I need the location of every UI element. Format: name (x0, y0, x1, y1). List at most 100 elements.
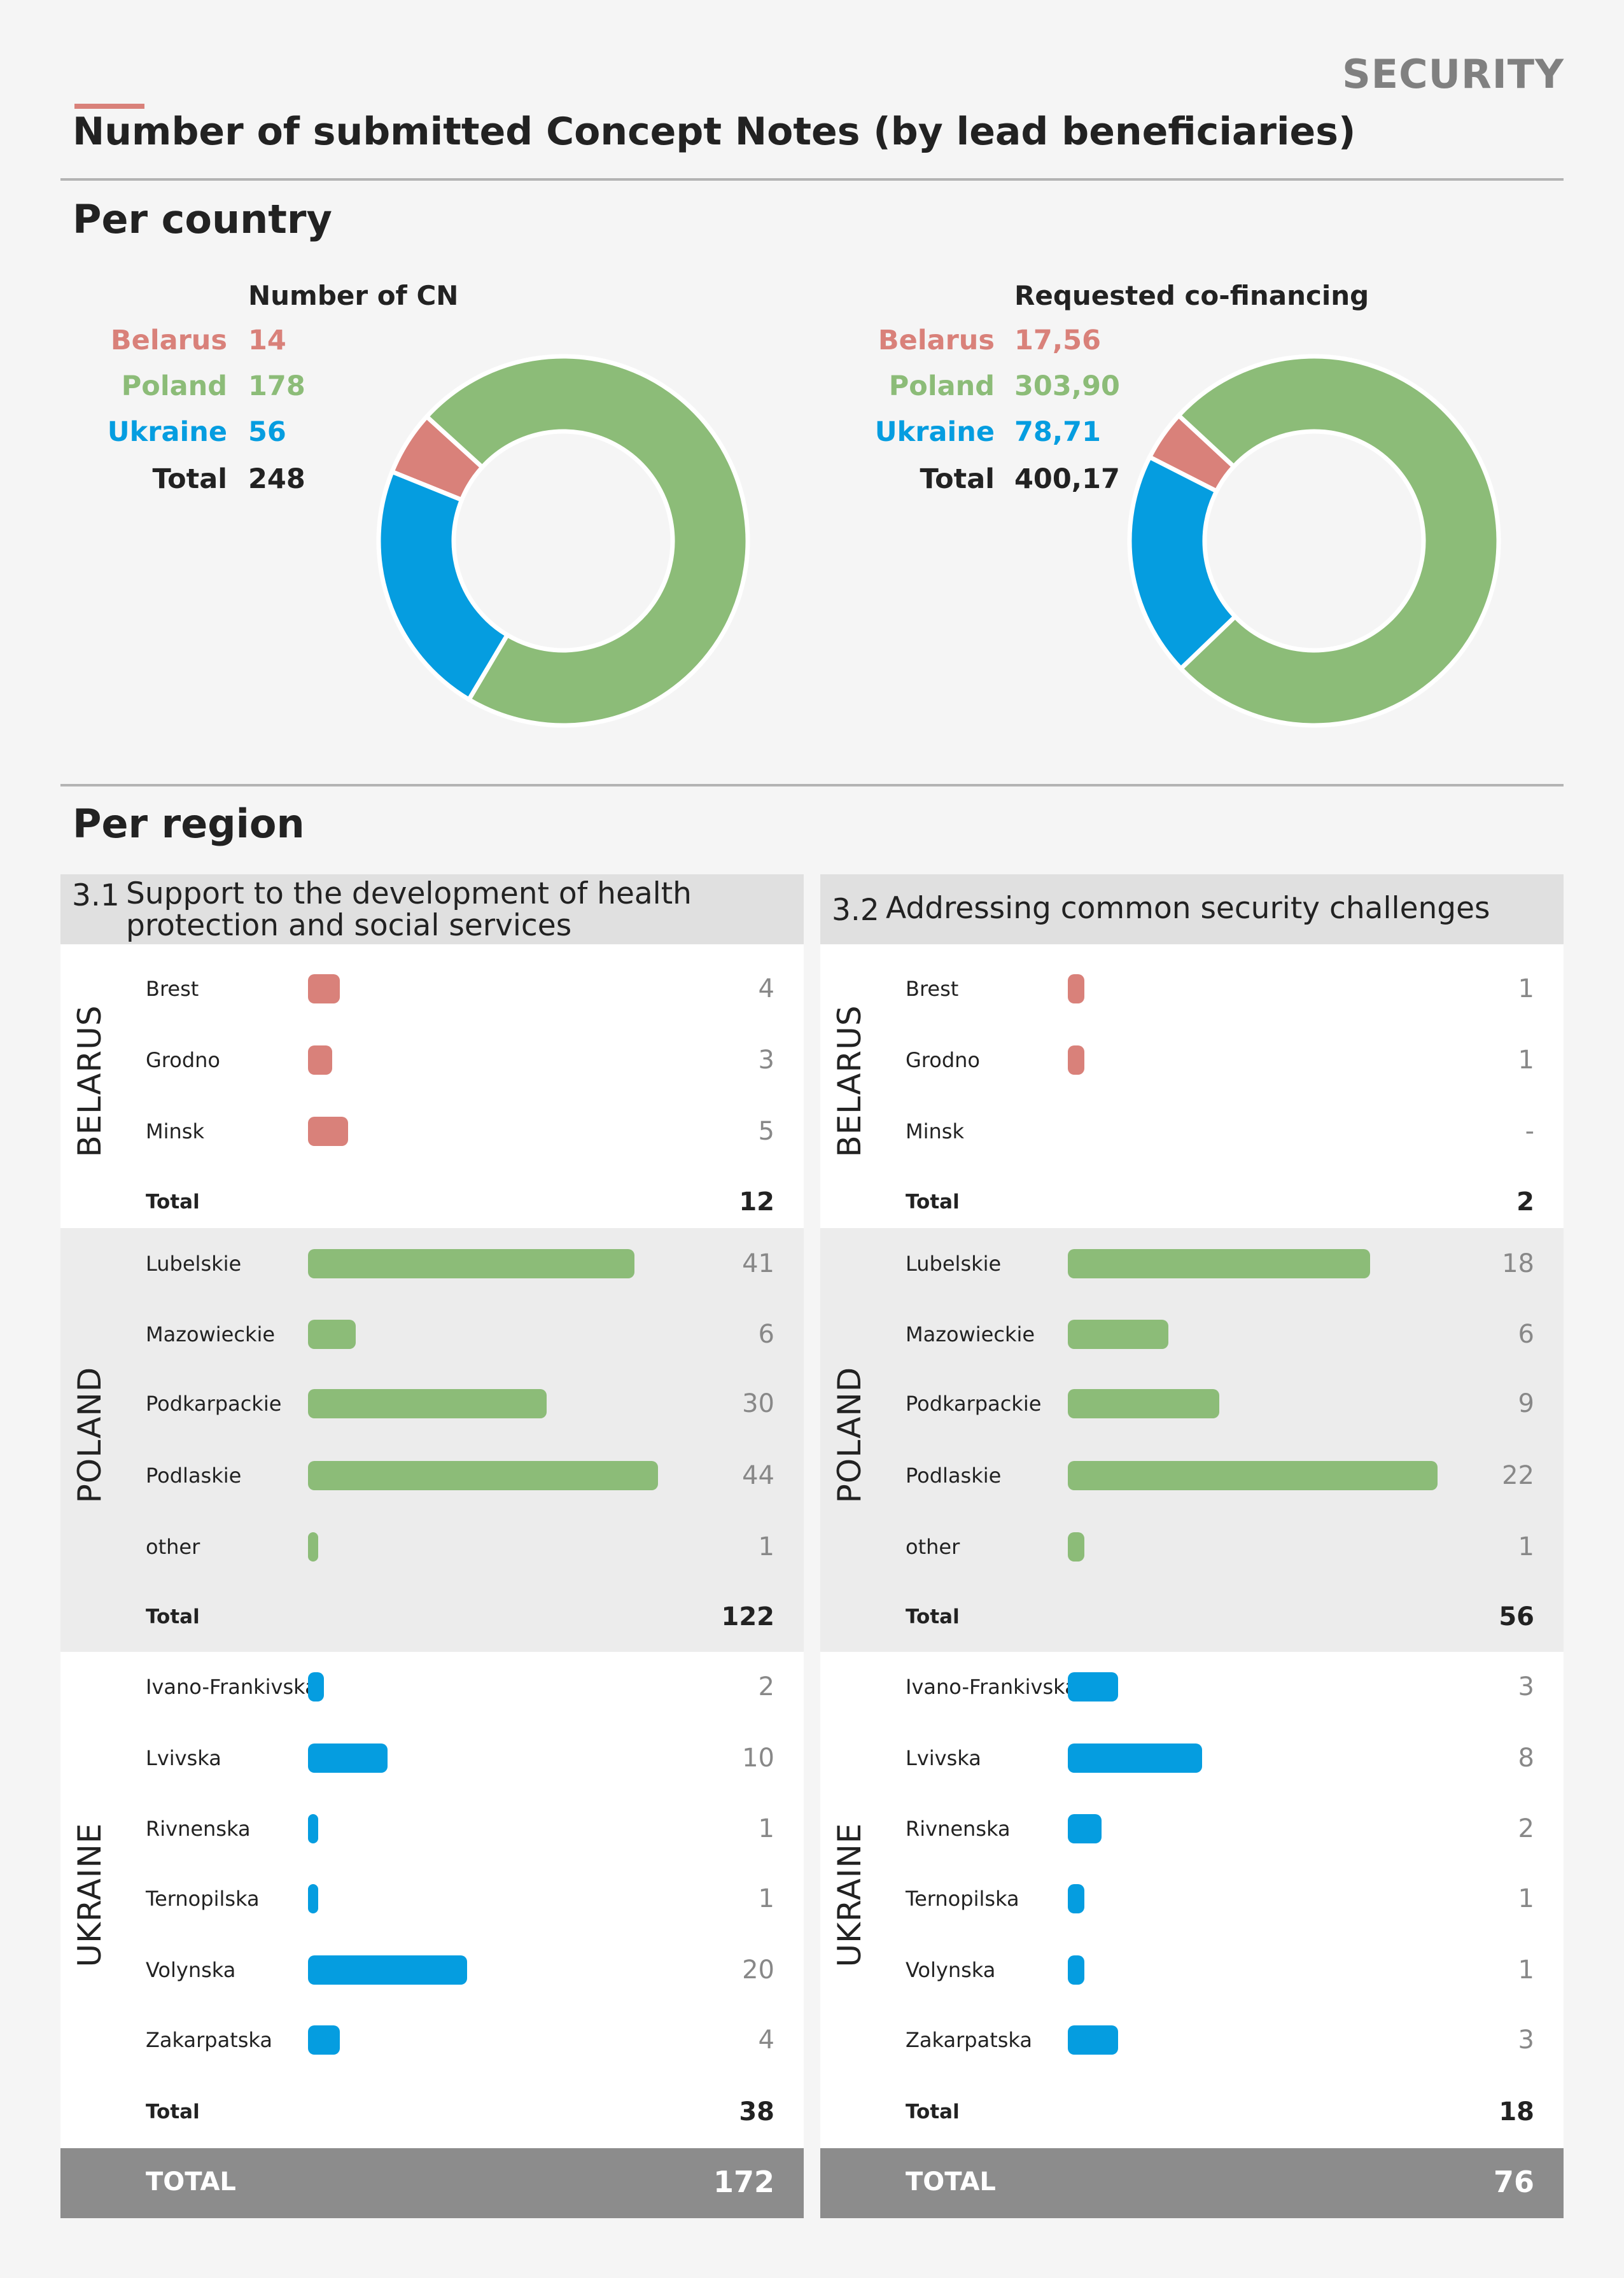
region-value-lvivska: 10 (742, 1743, 774, 1773)
region-value-mazowieckie: 6 (1518, 1320, 1534, 1349)
panel-header-3-2: 3.2 Addressing common security challenge… (820, 874, 1564, 944)
region-value-other: 1 (758, 1532, 774, 1562)
region-bar-podkarpackie (308, 1389, 547, 1418)
donut-chart-cn (376, 354, 750, 728)
region-name-lubelskie: Lubelskie (146, 1252, 242, 1276)
donut-slice-poland (423, 354, 750, 728)
region-name-lvivska: Lvivska (146, 1746, 221, 1770)
region-name-ternopilska: Ternopilska (906, 1887, 1019, 1911)
region-name-grodno: Grodno (906, 1048, 980, 1072)
chart-heading-cn: Number of CN (248, 280, 459, 311)
region-value-rivnenska: 1 (758, 1814, 774, 1843)
region-value-lubelskie: 18 (1502, 1249, 1534, 1278)
region-value-grodno: 1 (1518, 1045, 1534, 1075)
region-name-grodno: Grodno (146, 1048, 220, 1072)
legend-name-belarus: Belarus (110, 325, 227, 356)
grand-total-label: TOTAL (906, 2167, 996, 2197)
region-bar-lubelskie (1068, 1249, 1371, 1278)
grand-total-value: 76 (1493, 2165, 1534, 2199)
region-name-ternopilska: Ternopilska (146, 1887, 260, 1911)
region-name-volynska: Volynska (906, 1958, 996, 1982)
per-country-heading: Per country (73, 196, 332, 242)
legend-name-ukraine: Ukraine (107, 416, 227, 448)
legend-name-ukraine: Ukraine (874, 416, 995, 448)
legend-name-poland: Poland (888, 370, 995, 402)
region-bar-rivnenska (308, 1814, 318, 1843)
country-total-value: 12 (739, 1187, 774, 1217)
region-value-podlaskie: 22 (1502, 1461, 1534, 1490)
region-value-minsk: - (1525, 1117, 1534, 1146)
legend-name-poland: Poland (121, 370, 227, 402)
region-value-ternopilska: 1 (758, 1884, 774, 1913)
region-value-zakarpatska: 3 (1518, 2025, 1534, 2055)
region-bar-podlaskie (308, 1461, 658, 1490)
country-total-label: Total (906, 2100, 960, 2123)
region-name-rivnenska: Rivnenska (146, 1817, 251, 1841)
country-label: UKRAINE (71, 1822, 108, 1967)
donut-slice-ukraine (376, 468, 510, 703)
country-label: UKRAINE (831, 1822, 868, 1967)
country-total-value: 122 (721, 1602, 775, 1632)
legend-value-ukraine: 78,71 (1014, 416, 1102, 448)
region-name-zakarpatska: Zakarpatska (906, 2028, 1032, 2052)
country-total-value: 38 (739, 2097, 774, 2127)
chart-heading-cofinancing: Requested co-financing (1014, 280, 1369, 311)
region-name-other: other (146, 1535, 200, 1559)
panel-title: Addressing common security challenges (886, 891, 1490, 926)
region-bar-grodno (1068, 1045, 1085, 1075)
grand-total-bar: TOTAL 76 (820, 2148, 1564, 2218)
region-value-ivano-frankivska: 3 (1518, 1672, 1534, 1702)
region-bar-ivano-frankivska (1068, 1672, 1119, 1702)
country-total-value: 56 (1499, 1602, 1534, 1632)
region-bar-ternopilska (308, 1884, 318, 1913)
legend-name-total: Total (152, 463, 227, 495)
region-bar-ternopilska (1068, 1884, 1085, 1913)
region-bar-mazowieckie (1068, 1320, 1169, 1349)
country-band-ukraine: UKRAINE Ivano-Frankivska 2 Lvivska 10 Rivnens… (60, 1652, 804, 2148)
region-bar-ivano-frankivska (308, 1672, 324, 1702)
region-value-volynska: 1 (1518, 1955, 1534, 1985)
grand-total-value: 172 (713, 2165, 774, 2199)
country-total-label: Total (146, 1191, 200, 1213)
region-name-rivnenska: Rivnenska (906, 1817, 1011, 1841)
country-total-label: Total (906, 1605, 960, 1628)
region-value-brest: 4 (758, 974, 774, 1003)
panel-number: 3.2 (832, 893, 879, 928)
legend-value-belarus: 14 (248, 325, 286, 356)
region-bar-grodno (308, 1045, 332, 1075)
region-name-ivano-frankivska: Ivano-Frankivska (906, 1675, 1077, 1699)
country-total-value: 2 (1516, 1187, 1534, 1217)
region-bar-brest (308, 974, 340, 1003)
region-name-podkarpackie: Podkarpackie (146, 1392, 282, 1416)
region-name-brest: Brest (146, 977, 199, 1001)
region-name-podkarpackie: Podkarpackie (906, 1392, 1042, 1416)
region-name-lubelskie: Lubelskie (906, 1252, 1002, 1276)
region-bar-lubelskie (308, 1249, 634, 1278)
legend-value-total: 400,17 (1014, 463, 1120, 495)
region-bar-volynska (308, 1955, 467, 1985)
legend-value-total: 248 (248, 463, 305, 495)
grand-total-bar: TOTAL 172 (60, 2148, 804, 2218)
section-tag: SECURITY (1342, 51, 1564, 97)
region-value-podkarpackie: 30 (742, 1389, 774, 1418)
region-name-minsk: Minsk (906, 1119, 964, 1143)
region-value-minsk: 5 (758, 1117, 774, 1146)
region-value-brest: 1 (1518, 974, 1534, 1003)
region-value-ivano-frankivska: 2 (758, 1672, 774, 1702)
country-total-label: Total (906, 1191, 960, 1213)
legend-value-poland: 303,90 (1014, 370, 1120, 402)
region-name-lvivska: Lvivska (906, 1746, 981, 1770)
country-label: POLAND (831, 1366, 868, 1504)
per-region-heading: Per region (73, 800, 305, 847)
panel-title-line1: Support to the development of health (126, 876, 692, 911)
panel-title: Support to the development of health pro… (126, 878, 692, 942)
region-name-zakarpatska: Zakarpatska (146, 2028, 272, 2052)
region-bar-other (308, 1532, 318, 1562)
region-name-brest: Brest (906, 977, 959, 1001)
panel-number: 3.1 (72, 878, 120, 913)
country-label: BELARUS (71, 1005, 108, 1157)
region-name-mazowieckie: Mazowieckie (146, 1322, 276, 1346)
legend-value-poland: 178 (248, 370, 305, 402)
region-bar-other (1068, 1532, 1085, 1562)
region-value-rivnenska: 2 (1518, 1814, 1534, 1843)
